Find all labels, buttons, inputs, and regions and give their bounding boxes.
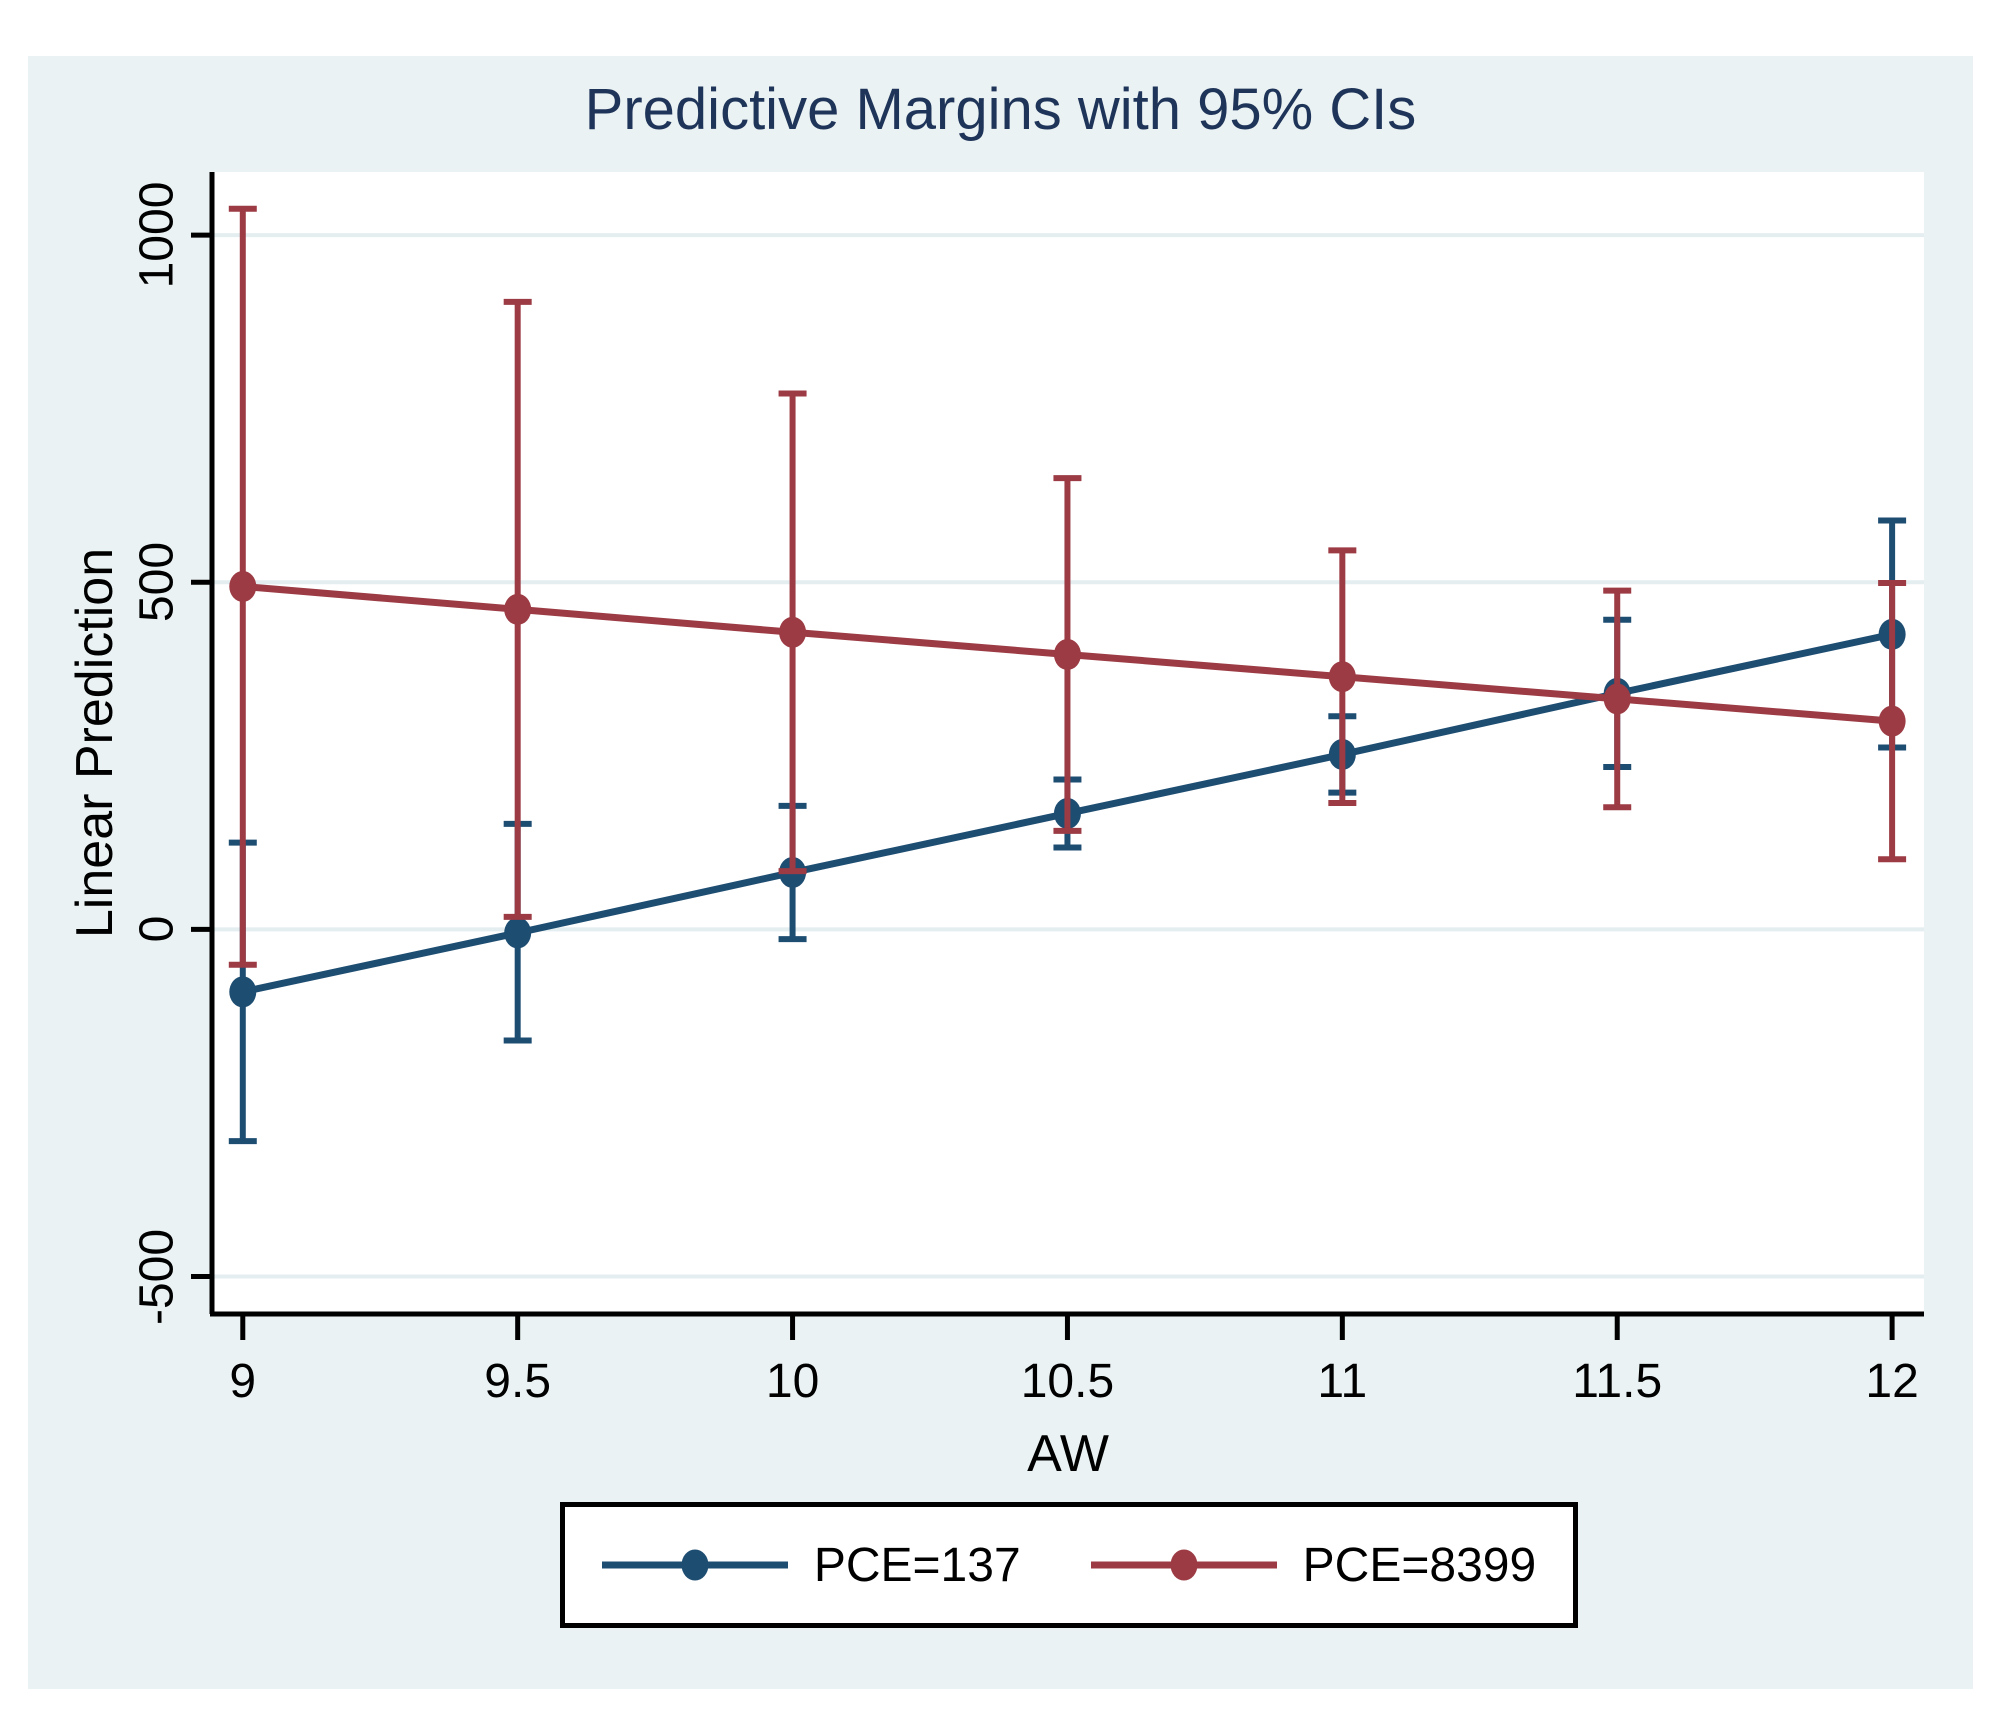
marker-PCE=8399 [1603,683,1631,715]
x-tick-label: 10 [765,1355,820,1408]
legend-swatch-line-marker [601,1549,788,1581]
marker-PCE=8399 [1053,638,1081,670]
legend-entry-pce137: PCE=137 [601,1538,1021,1593]
marker-PCE=8399 [779,616,807,648]
legend-label: PCE=8399 [1302,1538,1537,1592]
x-tick-label: 12 [1865,1355,1919,1408]
marker-PCE=137 [229,976,257,1008]
chart-title: Predictive Margins with 95% CIs [584,77,1417,142]
marker-PCE=8399 [1878,705,1906,737]
legend: PCE=137 PCE=8399 [560,1502,1578,1628]
y-axis-title: Linear Prediction [66,547,124,939]
y-tick-label: 0 [130,916,184,943]
marker-PCE=8399 [1328,661,1356,693]
marker-PCE=137 [504,917,532,949]
x-tick-label: 9 [229,1355,257,1408]
legend-entry-pce8399: PCE=8399 [1090,1538,1537,1593]
y-tick-label: 500 [130,542,184,623]
x-tick-label: 11 [1317,1355,1368,1408]
x-axis-title: AW [1027,1425,1109,1483]
legend-label: PCE=137 [813,1538,1021,1592]
x-tick-label: 10.5 [1020,1355,1115,1408]
y-tick-label: 1000 [130,181,184,289]
marker-PCE=8399 [504,593,532,625]
x-tick-label: 9.5 [484,1355,552,1408]
legend-swatch-line-marker [1090,1549,1277,1581]
marker-PCE=8399 [229,570,257,602]
x-tick-label: 11.5 [1572,1355,1663,1408]
y-tick-label: -500 [130,1228,184,1325]
